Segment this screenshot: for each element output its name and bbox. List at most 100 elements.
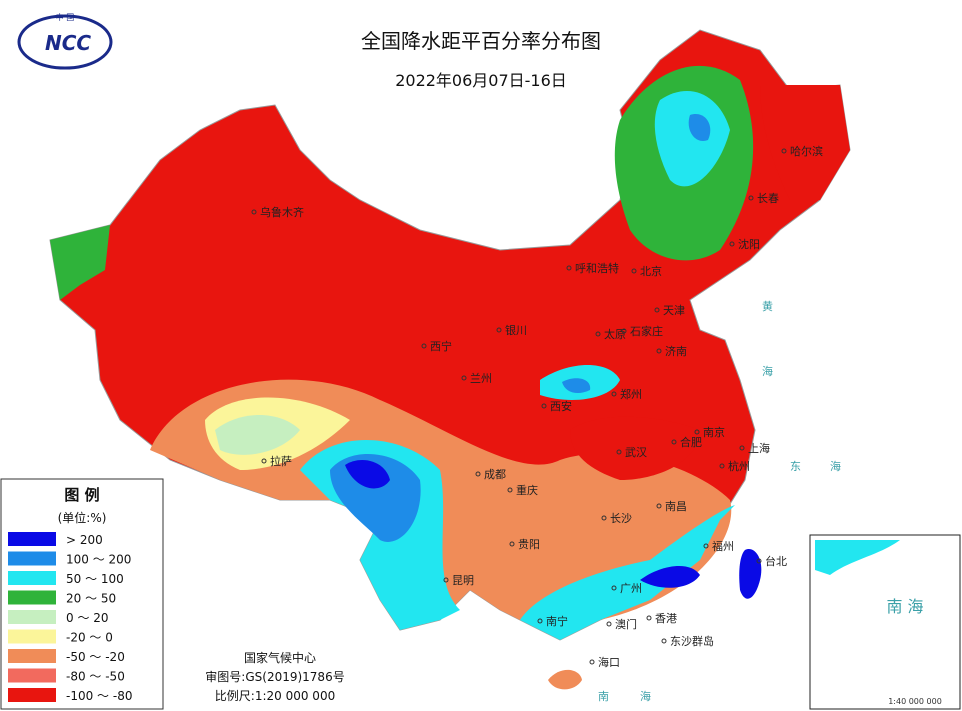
date: 2022年06月07日-16日 bbox=[395, 71, 567, 90]
city-dot bbox=[261, 458, 267, 464]
tibet-green bbox=[215, 415, 300, 455]
legend-swatch bbox=[8, 532, 56, 546]
legend-unit: (单位:%) bbox=[58, 510, 107, 525]
legend-swatch bbox=[8, 668, 56, 683]
inset-label: 南 海 bbox=[886, 597, 923, 616]
city-dot bbox=[646, 615, 652, 621]
city-label: 呼和浩特 bbox=[575, 261, 619, 275]
inset: 南 海 1:40 000 000 bbox=[809, 534, 961, 710]
logo: 中 国 NCC bbox=[17, 12, 113, 70]
city-label: 长春 bbox=[757, 192, 779, 205]
sea-label: 海 bbox=[640, 689, 651, 703]
city-dot bbox=[719, 463, 725, 469]
city-label: 哈尔滨 bbox=[790, 144, 823, 158]
city-dot bbox=[475, 471, 481, 477]
sea-label: 海 bbox=[830, 459, 841, 473]
city-dot bbox=[461, 375, 467, 381]
city-label: 昆明 bbox=[452, 574, 474, 587]
city-label: 银川 bbox=[505, 323, 527, 337]
sea-label: 南 bbox=[598, 690, 609, 703]
legend-swatch bbox=[8, 590, 56, 605]
city-label: 福州 bbox=[712, 539, 734, 553]
south-cyan bbox=[520, 505, 735, 640]
city-label: 石家庄 bbox=[630, 324, 663, 338]
city-label: 南京 bbox=[703, 425, 725, 439]
city-label: 贵阳 bbox=[518, 538, 540, 551]
agency: 国家气候中心 bbox=[244, 650, 316, 665]
city-label: 乌鲁木齐 bbox=[260, 205, 304, 219]
city-label: 合肥 bbox=[680, 435, 702, 449]
city-label: 杭州 bbox=[728, 459, 750, 473]
legend-swatch bbox=[8, 688, 56, 702]
heilongjiang-red bbox=[760, 85, 850, 200]
approval: 审图号:GS(2019)1786号 bbox=[205, 669, 344, 684]
city-dot bbox=[756, 558, 762, 564]
sw-darkblue bbox=[345, 460, 390, 489]
city-label: 香港 bbox=[655, 612, 677, 625]
scale: 比例尺:1:20 000 000 bbox=[215, 689, 335, 703]
legend-swatch bbox=[8, 649, 56, 663]
city-label: 长沙 bbox=[610, 512, 632, 525]
west-green bbox=[50, 225, 110, 300]
city-dot bbox=[656, 348, 662, 354]
sea-label: 海 bbox=[762, 364, 773, 378]
sea-label: 东 bbox=[790, 460, 801, 473]
city-dot bbox=[631, 268, 637, 274]
city-label: 沈阳 bbox=[738, 237, 760, 251]
legend-label: -80 ～ -50 bbox=[66, 670, 125, 684]
city-label: 天津 bbox=[663, 304, 685, 317]
city-dot bbox=[671, 439, 677, 445]
city-dot bbox=[595, 331, 601, 337]
city-label: 成都 bbox=[484, 468, 506, 481]
legend-swatch bbox=[8, 551, 56, 566]
city-label: 兰州 bbox=[470, 372, 492, 385]
city-dot bbox=[748, 195, 754, 201]
city-label: 东沙群岛 bbox=[670, 634, 714, 648]
legend-label: > 200 bbox=[66, 533, 103, 547]
legend-label: -100 ～ -80 bbox=[66, 689, 132, 703]
city-dot bbox=[703, 543, 709, 549]
city-dot bbox=[496, 327, 502, 333]
taiwan bbox=[739, 549, 762, 599]
legend-swatch bbox=[8, 629, 56, 644]
city-dot bbox=[781, 148, 787, 154]
city-label: 北京 bbox=[640, 264, 662, 278]
city-dot bbox=[621, 328, 627, 334]
city-dot bbox=[421, 343, 427, 349]
city-dot bbox=[694, 429, 700, 435]
legend-label: 50 ～ 100 bbox=[66, 572, 124, 586]
legend-title: 图 例 bbox=[64, 486, 99, 504]
sea-label: 黄 bbox=[762, 299, 773, 313]
logo-ring bbox=[17, 14, 113, 70]
city-dot bbox=[541, 403, 547, 409]
city-label: 太原 bbox=[604, 328, 626, 341]
city-label: 海口 bbox=[598, 655, 620, 669]
legend-swatch bbox=[8, 610, 56, 624]
city-label: 上海 bbox=[748, 441, 770, 455]
ne-cyan bbox=[654, 91, 730, 187]
city-dot bbox=[654, 307, 660, 313]
city-label: 澳门 bbox=[615, 617, 637, 631]
precip-map bbox=[49, 29, 851, 690]
title: 全国降水距平百分率分布图 bbox=[361, 29, 601, 53]
legend: 图 例 (单位:%) > 200 100 ～ 200 50 ～ 100 20 ～ 50… bbox=[0, 478, 164, 710]
city-label: 济南 bbox=[665, 344, 687, 358]
city-label: 重庆 bbox=[516, 483, 538, 497]
hainan bbox=[548, 669, 582, 690]
city-label: 西宁 bbox=[430, 339, 452, 353]
city-label: 郑州 bbox=[620, 387, 642, 401]
city-dot bbox=[611, 391, 617, 397]
central-red bbox=[570, 416, 700, 480]
city-label: 南宁 bbox=[546, 614, 568, 628]
sea-labels: 黄海东 海南海 bbox=[598, 299, 841, 703]
logo-text: NCC bbox=[45, 31, 91, 55]
city-dot bbox=[537, 618, 543, 624]
shaanxi-blue bbox=[562, 378, 591, 394]
city-label: 拉萨 bbox=[270, 454, 292, 468]
logo-top: 中 国 bbox=[56, 12, 75, 22]
city-label: 武汉 bbox=[625, 446, 647, 459]
ne-blue bbox=[688, 114, 711, 141]
